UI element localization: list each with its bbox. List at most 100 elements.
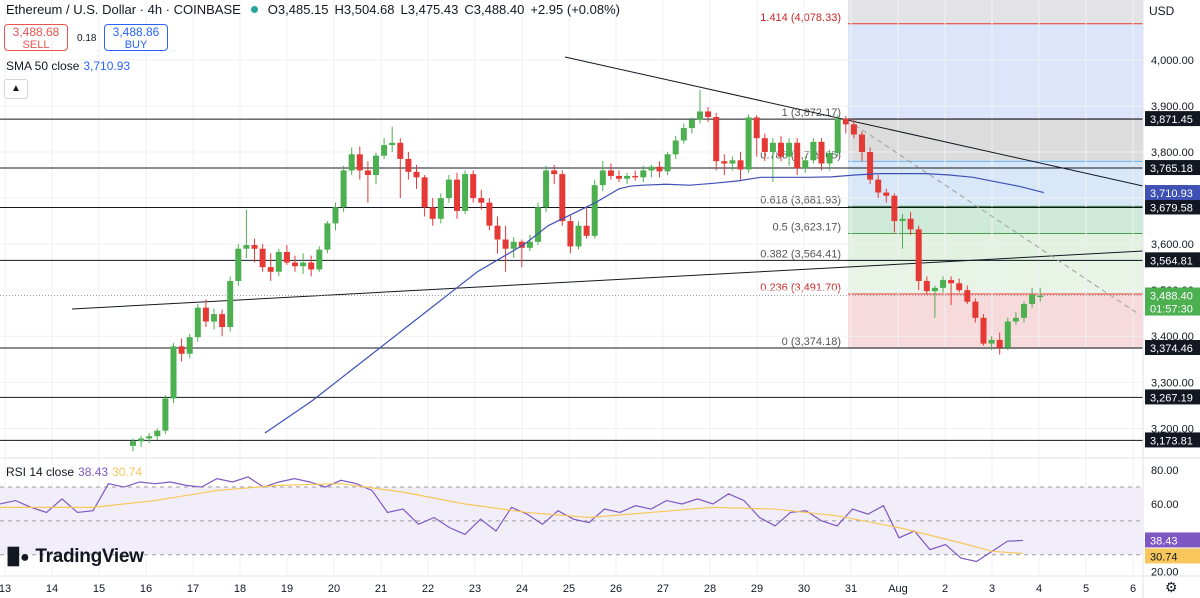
- candle-body: [680, 128, 687, 141]
- candle-body: [518, 241, 525, 248]
- candle-body: [834, 118, 841, 153]
- currency-label[interactable]: USD: [1149, 4, 1175, 18]
- candle: [445, 175, 452, 203]
- candle-body: [672, 140, 679, 155]
- candle: [980, 314, 987, 346]
- candle-body: [405, 158, 412, 172]
- candle-body: [454, 179, 460, 211]
- price-tick-label: 4,000.00: [1151, 55, 1194, 67]
- candle-body: [308, 262, 315, 270]
- candle-body: [923, 280, 930, 292]
- buy-button[interactable]: 3,488.86 BUY: [104, 24, 168, 51]
- candle: [405, 152, 412, 180]
- candle: [356, 146, 363, 180]
- candle-body: [146, 436, 153, 439]
- candle-body: [186, 337, 193, 354]
- candle-body: [948, 280, 955, 284]
- symbol-title[interactable]: Ethereum / U.S. Dollar · 4h · COINBASE: [6, 2, 241, 17]
- candle: [948, 276, 955, 305]
- level-tag: [1145, 389, 1200, 405]
- time-tick-label: 5: [1083, 583, 1089, 595]
- time-tick-label: 27: [657, 583, 669, 595]
- candle: [283, 245, 290, 265]
- candle-body: [988, 339, 995, 344]
- candle: [543, 165, 550, 212]
- level-tag-label: 3,871.45: [1150, 114, 1193, 126]
- candle-body: [154, 430, 161, 437]
- candle-body: [559, 174, 566, 222]
- candle: [907, 211, 914, 235]
- candle-body: [688, 119, 695, 129]
- sma-legend[interactable]: SMA 50 close 3,710.93: [6, 59, 130, 73]
- fib-zone: [848, 294, 1143, 349]
- fib-zone: [848, 118, 1143, 162]
- candle-body: [972, 301, 979, 318]
- fib-level-label: 0.382 (3,564.41): [760, 249, 841, 261]
- time-tick-label: 29: [751, 583, 763, 595]
- price-tick-label: 3,900.00: [1151, 101, 1194, 113]
- candle: [591, 179, 598, 239]
- candle: [397, 138, 404, 199]
- candle: [737, 152, 744, 180]
- time-tick-label: 26: [610, 583, 622, 595]
- sell-price: 3,488.68: [12, 25, 60, 39]
- candle-body: [162, 398, 169, 431]
- candle: [632, 170, 639, 181]
- candle-body: [964, 290, 971, 302]
- candle-body: [275, 251, 282, 272]
- candle: [761, 133, 768, 162]
- rsi-line: [0, 476, 1024, 563]
- sell-button[interactable]: 3,488.68 SELL: [4, 24, 68, 51]
- settings-icon[interactable]: ⚙: [1165, 579, 1178, 595]
- candle: [664, 152, 671, 176]
- candle: [413, 164, 420, 189]
- chevron-up-icon[interactable]: ▲: [4, 79, 28, 99]
- time-tick-label: 20: [328, 583, 340, 595]
- candle-body: [737, 160, 744, 170]
- candle: [583, 207, 590, 239]
- candle: [713, 112, 720, 171]
- candle-body: [867, 152, 874, 180]
- candle: [810, 138, 817, 164]
- candle-body: [850, 124, 857, 135]
- rsi-legend[interactable]: RSI 14 close 38.43 30.74: [6, 465, 142, 479]
- rsi-label: RSI 14 close: [6, 465, 75, 479]
- candle-body: [648, 166, 655, 171]
- candle-body: [478, 198, 485, 203]
- candle-body: [543, 170, 550, 208]
- candle: [1004, 317, 1011, 351]
- ohlc-open: O3,485.15: [267, 2, 329, 17]
- candle-body: [940, 280, 946, 288]
- time-tick-label: 14: [46, 583, 58, 595]
- candle: [1012, 312, 1019, 325]
- sell-label: SELL: [22, 39, 50, 51]
- candle-body: [267, 267, 274, 272]
- candle: [567, 215, 574, 254]
- candle-body: [915, 229, 922, 281]
- rsi-tag-label: 38.43: [1150, 535, 1178, 547]
- candle: [300, 253, 307, 275]
- candle-body: [713, 116, 720, 162]
- candle-body: [956, 283, 963, 291]
- buy-label: BUY: [124, 39, 148, 51]
- candle: [526, 234, 533, 252]
- candle: [729, 156, 736, 171]
- fib-zone: [848, 233, 1143, 261]
- candle-body: [445, 179, 452, 199]
- candle: [891, 193, 898, 233]
- time-tick-label: 21: [375, 583, 387, 595]
- candle: [429, 198, 436, 226]
- price-tick-label: 3,200.00: [1151, 423, 1194, 435]
- candle-body: [745, 117, 752, 170]
- candle: [470, 170, 477, 203]
- candle: [923, 276, 930, 295]
- time-tick-label: 17: [187, 583, 199, 595]
- candle: [672, 135, 679, 159]
- candle: [721, 154, 728, 176]
- candle-body: [300, 262, 307, 267]
- level-tag: [1145, 340, 1200, 356]
- candle: [421, 175, 428, 217]
- ohlc-change: +2.95 (+0.08%): [530, 2, 620, 17]
- candle: [235, 244, 242, 286]
